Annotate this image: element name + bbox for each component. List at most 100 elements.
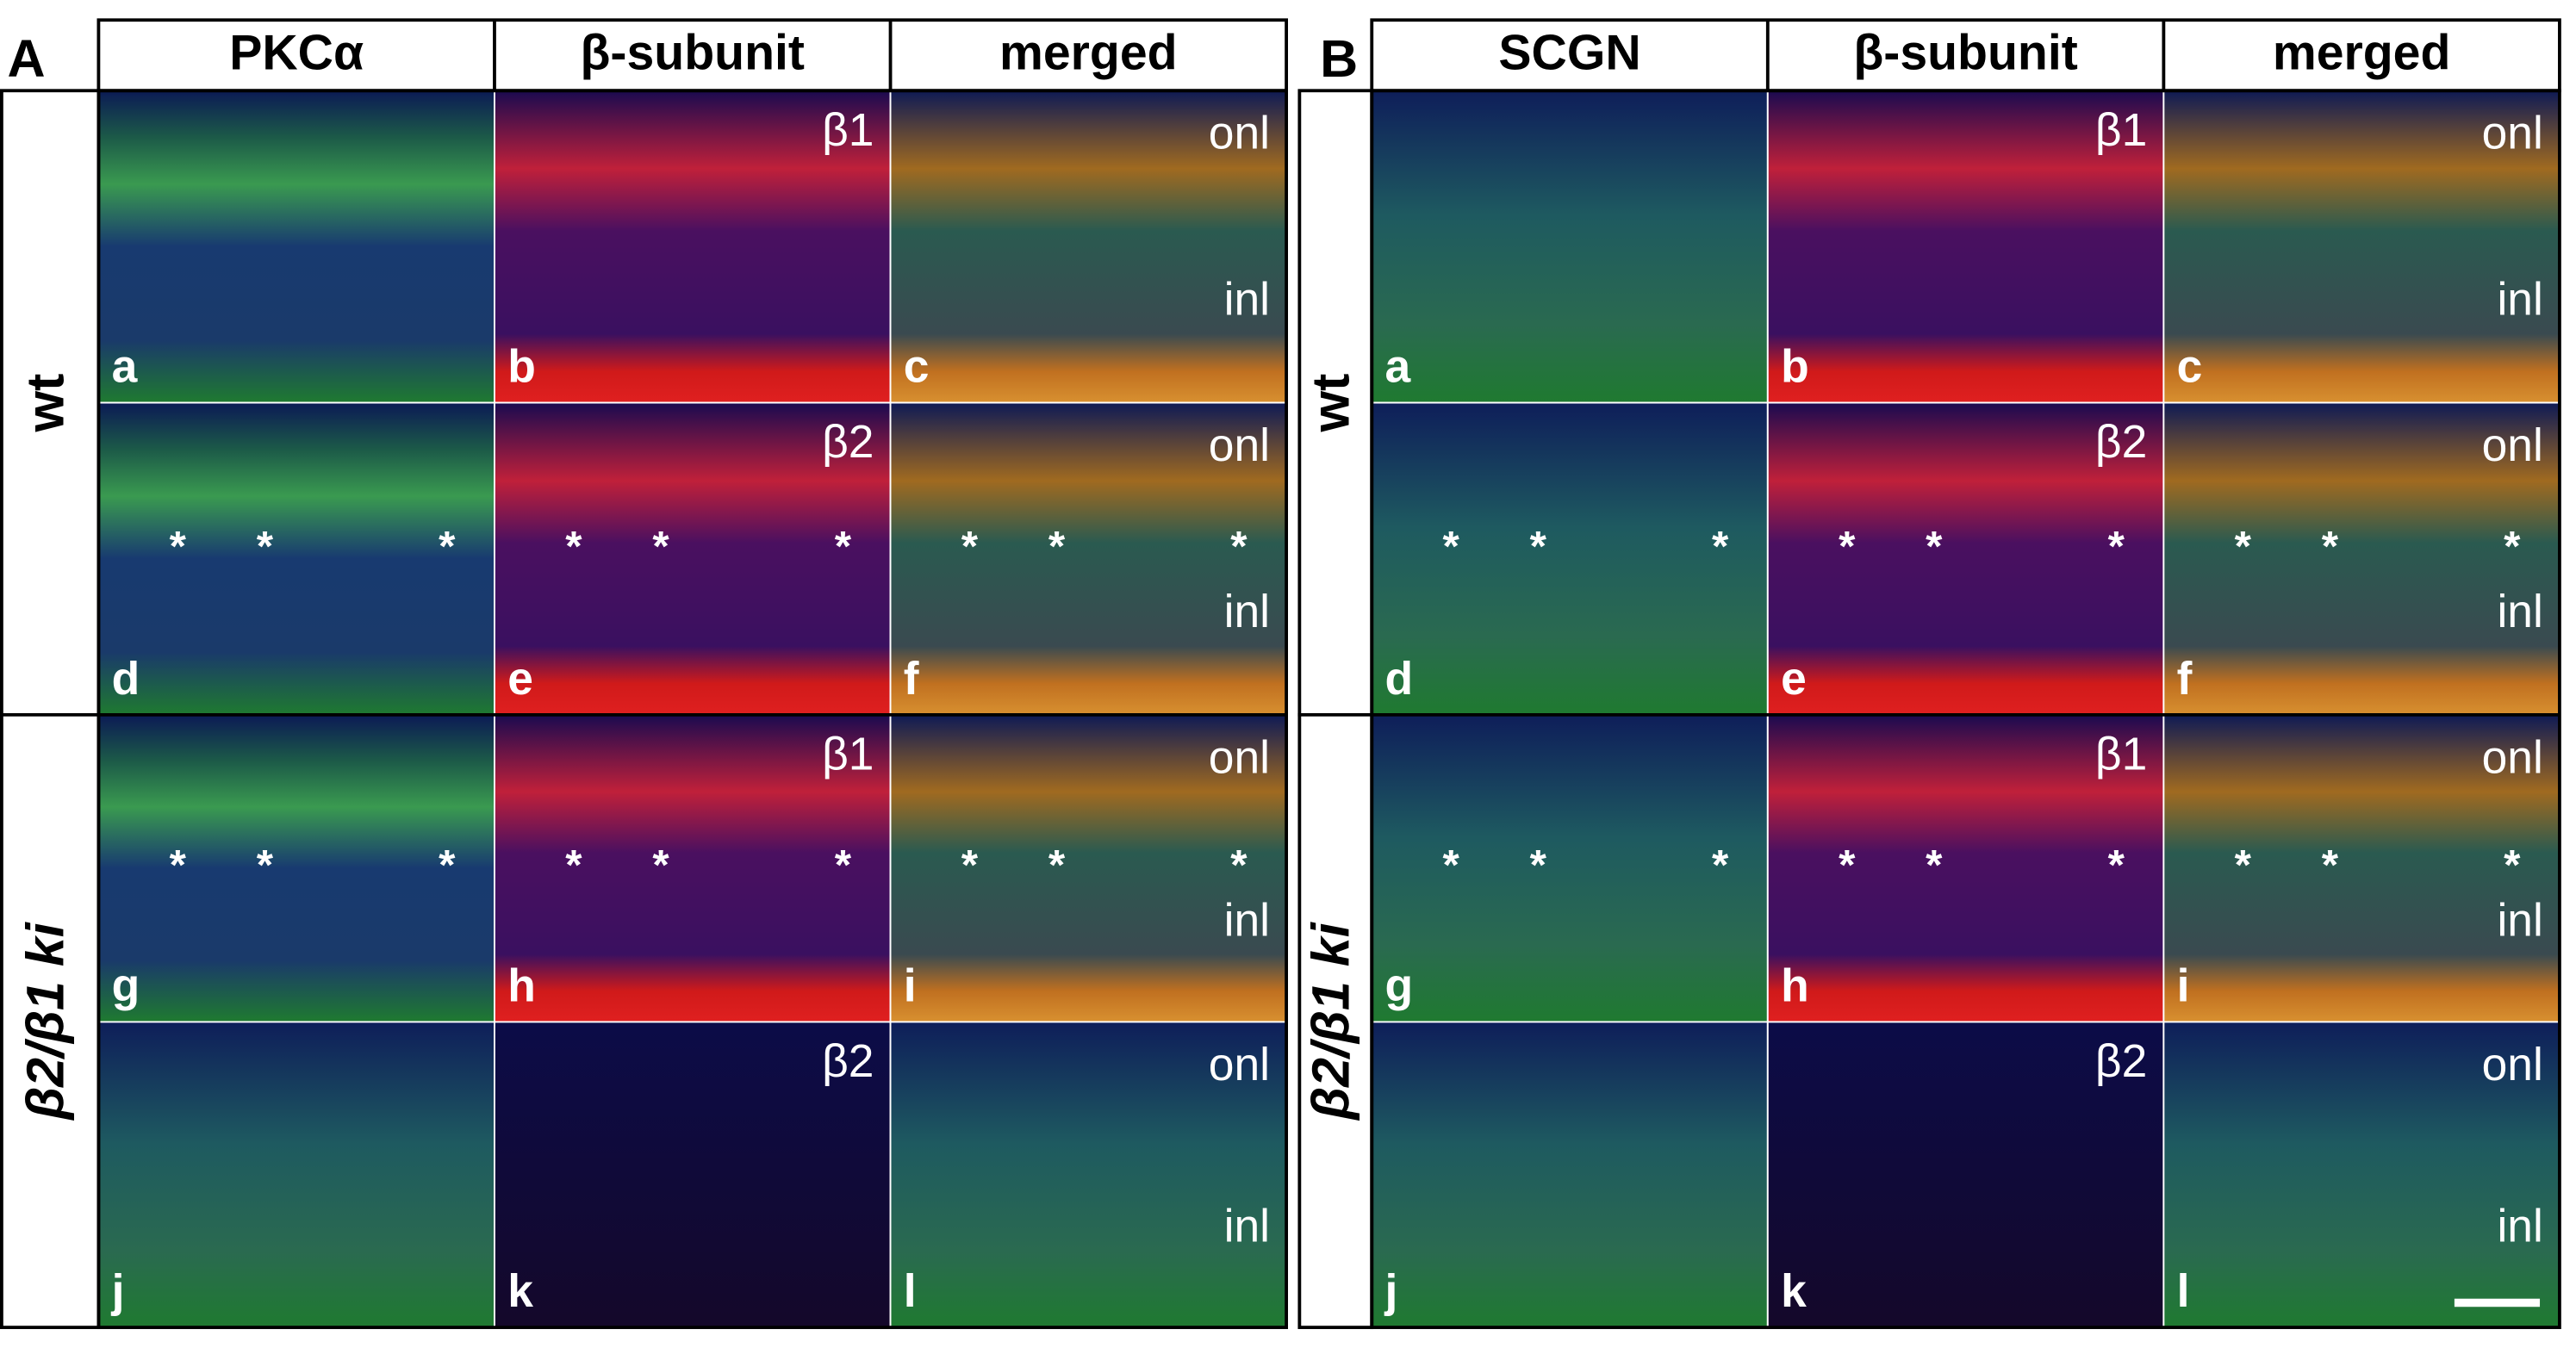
asterisk: * (170, 841, 187, 889)
micrograph (2162, 401, 2560, 716)
asterisk: * (835, 841, 852, 889)
micrograph (97, 401, 495, 716)
panel-letter: j (111, 1266, 125, 1317)
asterisk: * (835, 522, 852, 570)
micrograph (1371, 1021, 1769, 1329)
asterisk: * (652, 841, 669, 889)
asterisk: * (1712, 522, 1729, 570)
column-header: SCGN (1498, 25, 1640, 80)
asterisk: * (1839, 522, 1856, 570)
column-header: merged (2273, 25, 2451, 80)
micrograph (2162, 1021, 2560, 1329)
asterisk: * (652, 522, 669, 570)
micrograph (1766, 90, 2165, 404)
panel-letter: j (1384, 1266, 1398, 1317)
asterisk: * (2322, 522, 2339, 570)
column-header: PKCα (229, 25, 364, 80)
asterisk: * (257, 522, 274, 570)
row-label-frame (1297, 89, 1374, 1330)
row-group-label: β2/β1 ki (1301, 922, 1360, 1121)
layer-label: inl (2497, 895, 2542, 946)
asterisk: * (1230, 522, 1248, 570)
asterisk: * (961, 841, 979, 889)
layer-label: onl (1209, 109, 1270, 159)
subunit-tag: β2 (2095, 417, 2147, 468)
panel-letter: e (507, 654, 533, 705)
micrograph (1766, 713, 2165, 1023)
micrograph (889, 90, 1288, 404)
panel-letter: a (112, 342, 139, 393)
layer-label: inl (1224, 1202, 1270, 1252)
asterisk: * (1839, 841, 1856, 889)
asterisk: * (565, 841, 582, 889)
asterisk: * (170, 522, 187, 570)
panel-letter: i (904, 960, 917, 1011)
micrograph (97, 1021, 495, 1329)
panel-frame (1370, 89, 2561, 1330)
micrograph (2162, 713, 2560, 1023)
panel-letter: d (112, 654, 140, 705)
asterisk: * (2108, 841, 2125, 889)
panel-frame (96, 89, 1288, 1330)
panel-letter: i (2177, 960, 2190, 1011)
micrograph (1766, 401, 2165, 716)
asterisk: * (1530, 841, 1547, 889)
panel-letter: l (2177, 1266, 2190, 1317)
panel-letter: f (904, 654, 919, 705)
asterisk: * (2235, 522, 2252, 570)
column-header: merged (999, 25, 1178, 80)
panel-letter: g (1385, 960, 1414, 1011)
panel-label: B (1320, 29, 1358, 88)
asterisk: * (1926, 841, 1943, 889)
panel-letter: h (507, 960, 536, 1011)
panel-letter: d (1385, 654, 1414, 705)
layer-label: inl (1224, 587, 1270, 637)
asterisk: * (565, 522, 582, 570)
panel-letter: c (2177, 342, 2203, 393)
row-group-label: β2/β1 ki (16, 922, 74, 1121)
column-header: β-subunit (1853, 25, 2077, 80)
asterisk: * (1230, 841, 1248, 889)
micrograph (889, 401, 1288, 716)
row-group-label: wt (1301, 374, 1360, 433)
panel-letter: f (2177, 654, 2193, 705)
layer-label: onl (2482, 109, 2543, 159)
panel-letter: b (1781, 342, 1809, 393)
asterisk: * (257, 841, 274, 889)
micrograph (494, 90, 892, 404)
micrograph (889, 713, 1288, 1023)
subunit-tag: β1 (822, 730, 874, 780)
asterisk: * (961, 522, 979, 570)
subunit-tag: β1 (2095, 730, 2147, 780)
layer-label: onl (1209, 1040, 1270, 1090)
panel-letter: h (1781, 960, 1809, 1011)
row-group-label: wt (16, 374, 74, 433)
layer-label: inl (2497, 587, 2542, 637)
asterisk: * (439, 522, 456, 570)
micrograph (1371, 90, 1769, 404)
subunit-tag: β1 (822, 105, 874, 156)
panel-letter: k (507, 1266, 533, 1317)
asterisk: * (2108, 522, 2125, 570)
layer-label: onl (2482, 1040, 2543, 1090)
asterisk: * (439, 841, 456, 889)
micrograph (1371, 401, 1769, 716)
asterisk: * (1048, 522, 1066, 570)
layer-label: inl (2497, 1202, 2542, 1252)
asterisk: * (2322, 841, 2339, 889)
subunit-tag: β1 (2095, 105, 2147, 156)
micrograph (1371, 713, 1769, 1023)
micrograph (494, 1021, 892, 1329)
layer-label: onl (2482, 420, 2543, 471)
micrograph (97, 90, 495, 404)
micrograph (494, 401, 892, 716)
subunit-tag: β2 (822, 1036, 874, 1087)
asterisk: * (1048, 841, 1066, 889)
asterisk: * (2235, 841, 2252, 889)
panel-letter: a (1385, 342, 1412, 393)
layer-label: onl (1209, 732, 1270, 783)
asterisk: * (1443, 522, 1460, 570)
panel-label: A (7, 29, 45, 88)
panel-letter: c (904, 342, 930, 393)
